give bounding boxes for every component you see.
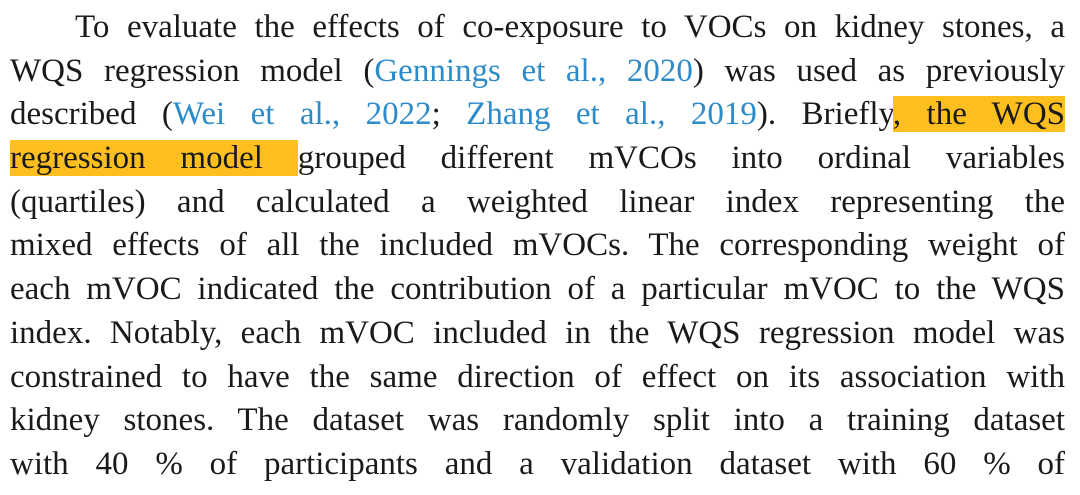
text-span: (quartiles) and calculated a weighted li… (10, 183, 1065, 220)
text-span: mixed effects of all the included mVOCs.… (10, 227, 1065, 264)
text-line: described (Wei et al., 2022; Zhang et al… (10, 93, 1066, 137)
highlighted-text: regression model (10, 140, 298, 177)
text-span: each mVOC indicated the contribution of … (10, 271, 1065, 308)
text-line: index. Notably, each mVOC included in th… (10, 312, 1065, 356)
text-line: kidney stones. The dataset was randomly … (10, 399, 1065, 443)
text-line: (quartiles) and calculated a weighted li… (10, 181, 1065, 225)
text-line: with 40 % of participants and a validati… (10, 443, 1065, 487)
citation-link[interactable]: Gennings et al., 2020 (374, 52, 693, 89)
citation-link[interactable]: Zhang et al., 2019 (466, 96, 757, 133)
text-span: ). Briefly (756, 96, 893, 133)
text-span: ; (431, 96, 467, 133)
text-span: described ( (10, 96, 173, 133)
citation-link[interactable]: Wei et al., 2022 (172, 96, 432, 133)
text-span: WQS regression model ( (10, 52, 375, 89)
text-span: constrained to have the same direction o… (10, 358, 1065, 395)
text-span: with 40 % of participants and a validati… (10, 445, 1065, 482)
text-line: constrained to have the same direction o… (10, 356, 1065, 400)
text-line: To evaluate the effects of co-exposure t… (10, 6, 1065, 50)
text-span: ) was used as previously (692, 52, 1066, 89)
text-line: mixed effects of all the included mVOCs.… (10, 224, 1065, 268)
highlighted-text: , the WQS (892, 96, 1066, 133)
text-line: regression model grouped different mVCOs… (10, 137, 1065, 181)
paragraph: To evaluate the effects of co-exposure t… (10, 6, 1066, 487)
text-line: each mVOC indicated the contribution of … (10, 268, 1065, 312)
text-line: WQS regression model (Gennings et al., 2… (10, 50, 1065, 94)
text-span: kidney stones. The dataset was randomly … (10, 402, 1065, 439)
text-span: grouped different mVCOs into ordinal var… (297, 140, 1066, 177)
text-span: To evaluate the effects of co-exposure t… (75, 9, 1065, 45)
text-span: index. Notably, each mVOC included in th… (10, 314, 1065, 351)
